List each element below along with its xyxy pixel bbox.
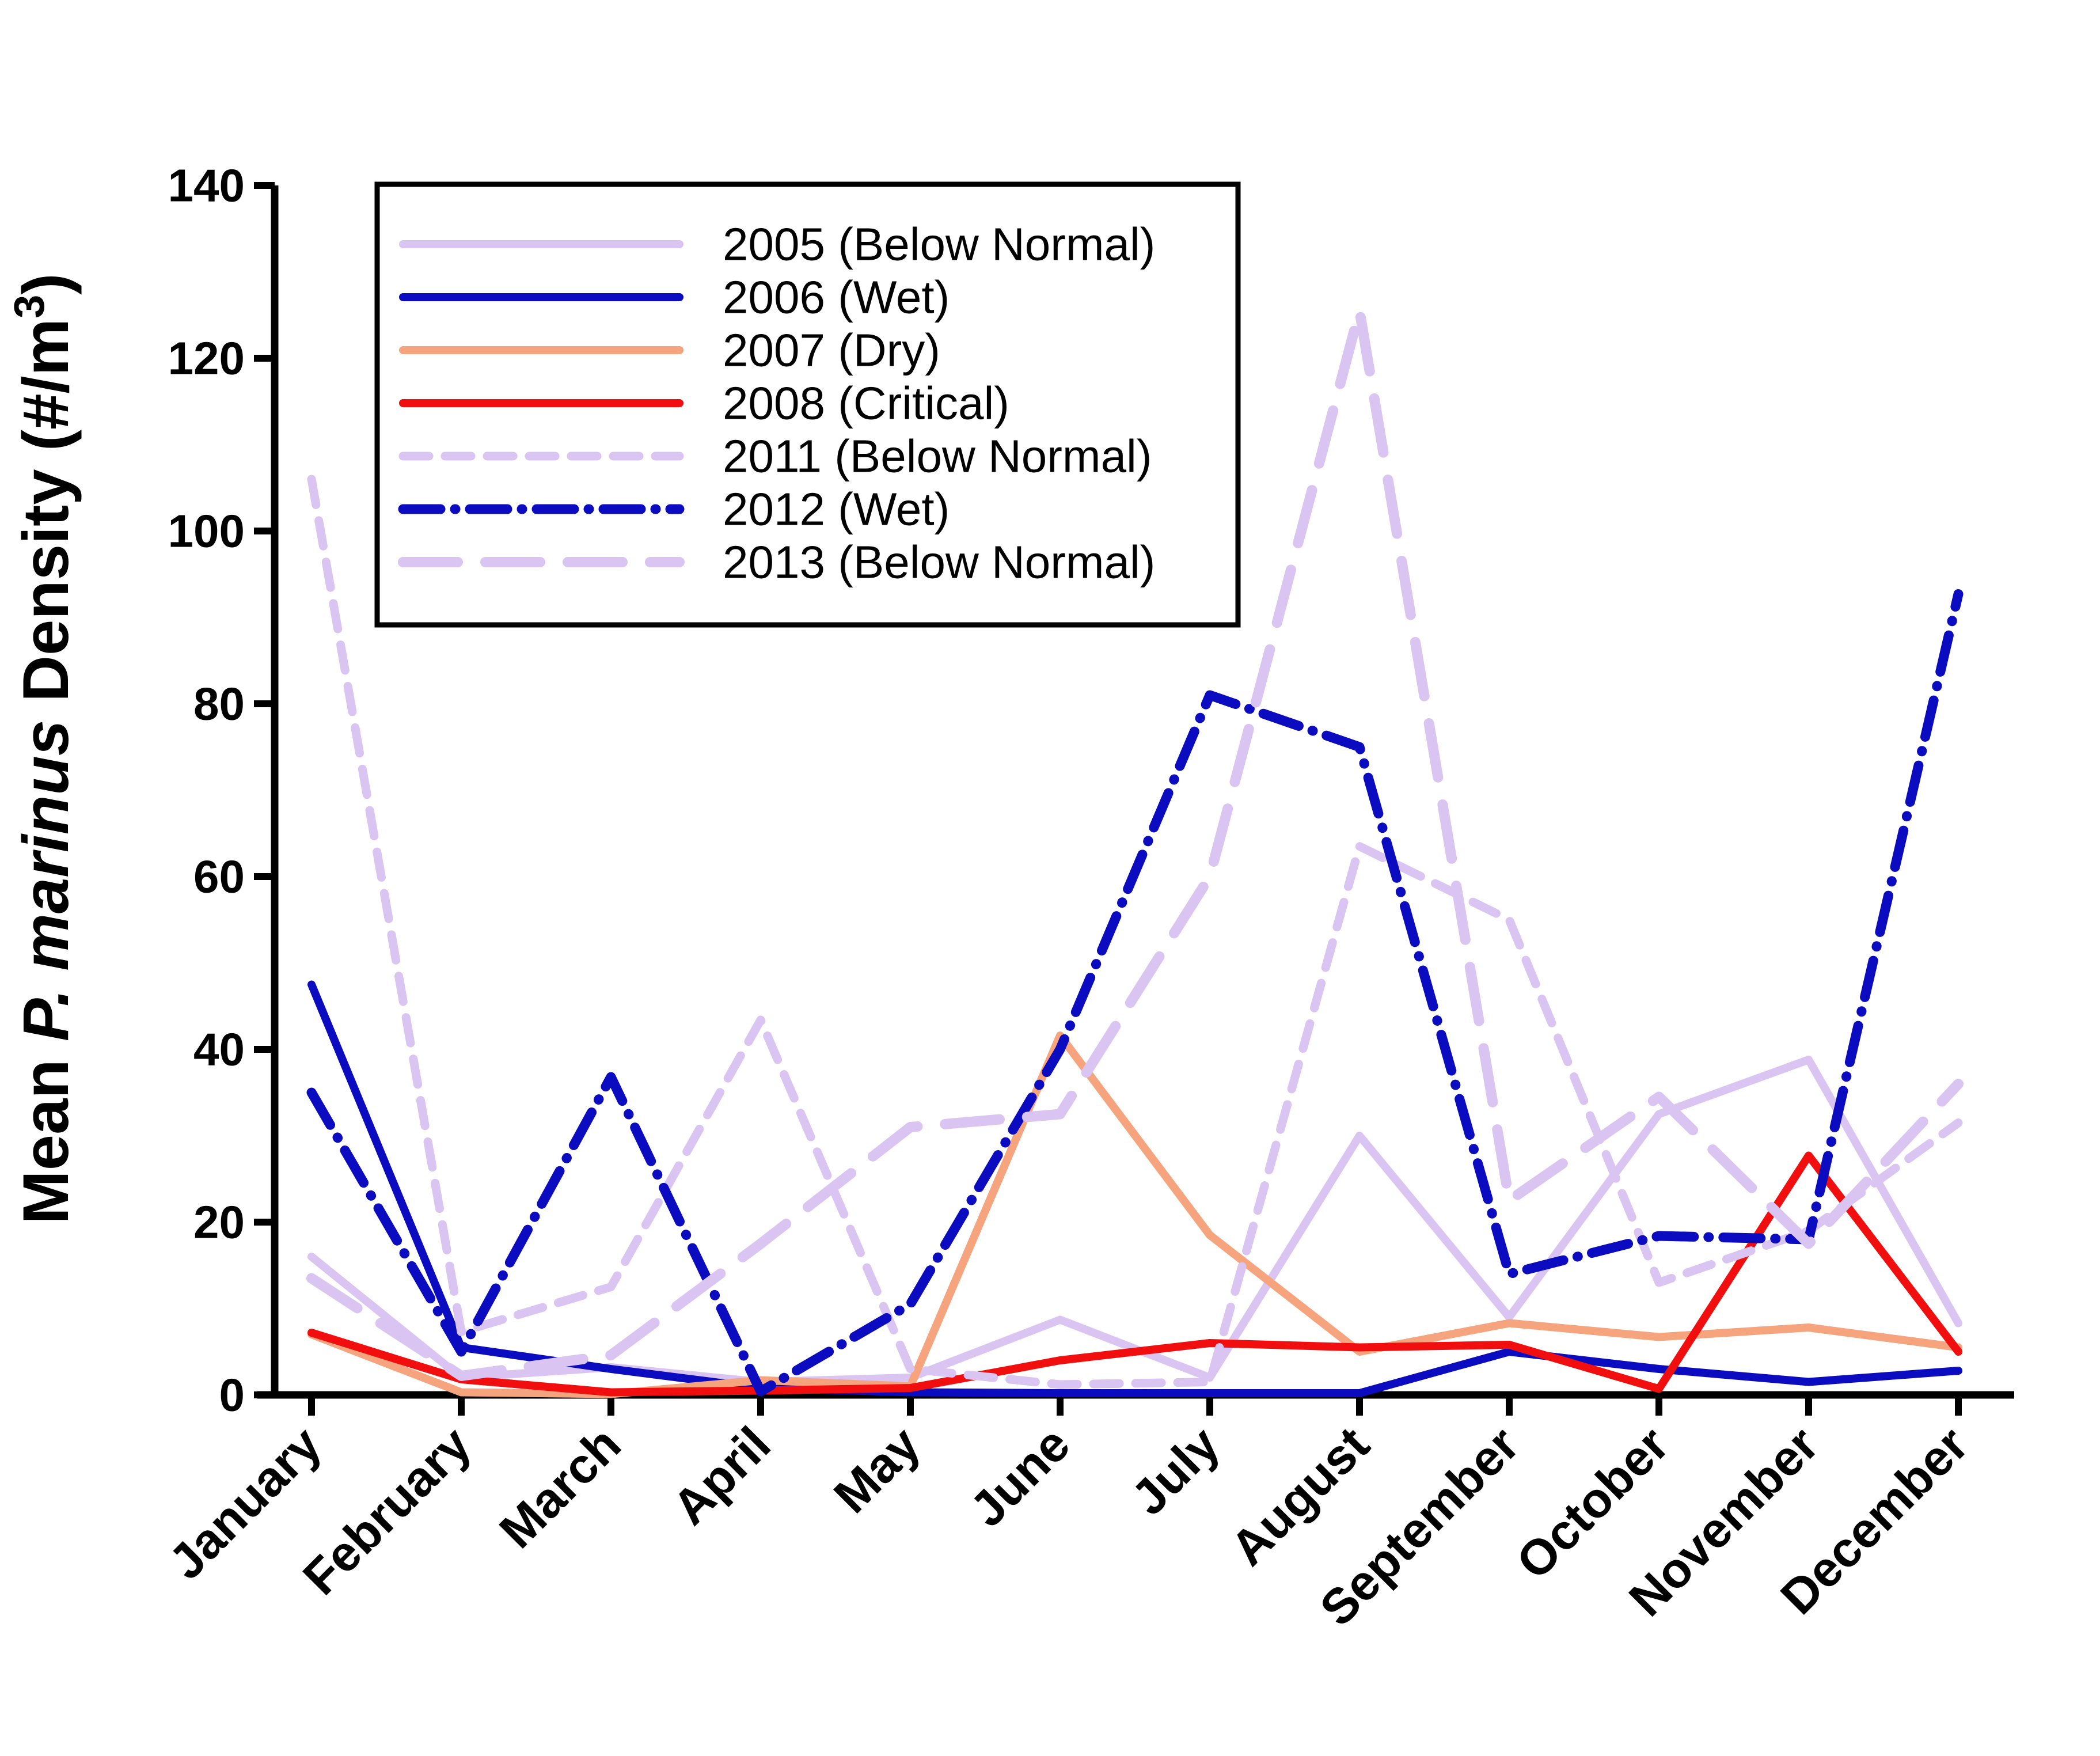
y-tick-label: 0 (219, 1370, 245, 1421)
series-line-2012 (306, 589, 1964, 1397)
y-tick-label: 80 (193, 678, 245, 730)
x-tick-label-april: April (662, 1417, 781, 1535)
y-tick-label: 20 (193, 1197, 245, 1248)
legend-label-2011: 2011 (Below Normal) (723, 431, 1152, 482)
y-tick-label: 140 (168, 160, 245, 211)
legend-label-2012: 2012 (Wet) (723, 484, 950, 535)
y-tick-label: 60 (193, 851, 245, 902)
series-line-2007 (307, 1031, 1962, 1398)
y-axis-title: Mean P. marinus Density (#/m3) (5, 273, 82, 1224)
x-tick-label-may: May (823, 1416, 931, 1523)
x-tick-label-march: March (489, 1417, 631, 1559)
legend-label-2008: 2008 (Critical) (723, 378, 1009, 429)
series-line-2011 (307, 475, 1963, 1389)
y-tick-label: 100 (168, 506, 245, 557)
legend-label-2013: 2013 (Below Normal) (723, 537, 1155, 588)
series-line-2013 (306, 305, 1964, 1381)
legend-label-2007: 2007 (Dry) (723, 325, 940, 376)
legend-label-2006: 2006 (Wet) (723, 272, 950, 323)
series-line-2006 (307, 980, 1962, 1397)
x-tick-label-june: June (960, 1417, 1081, 1538)
data-series (306, 305, 1964, 1398)
x-tick-label-july: July (1121, 1416, 1231, 1526)
legend-label-2005: 2005 (Below Normal) (723, 219, 1155, 270)
legend: 2005 (Below Normal)2006 (Wet)2007 (Dry)2… (374, 181, 1241, 628)
series-line-2008 (307, 1151, 1962, 1397)
y-tick-label: 120 (168, 333, 245, 384)
y-tick-label: 40 (193, 1024, 245, 1075)
